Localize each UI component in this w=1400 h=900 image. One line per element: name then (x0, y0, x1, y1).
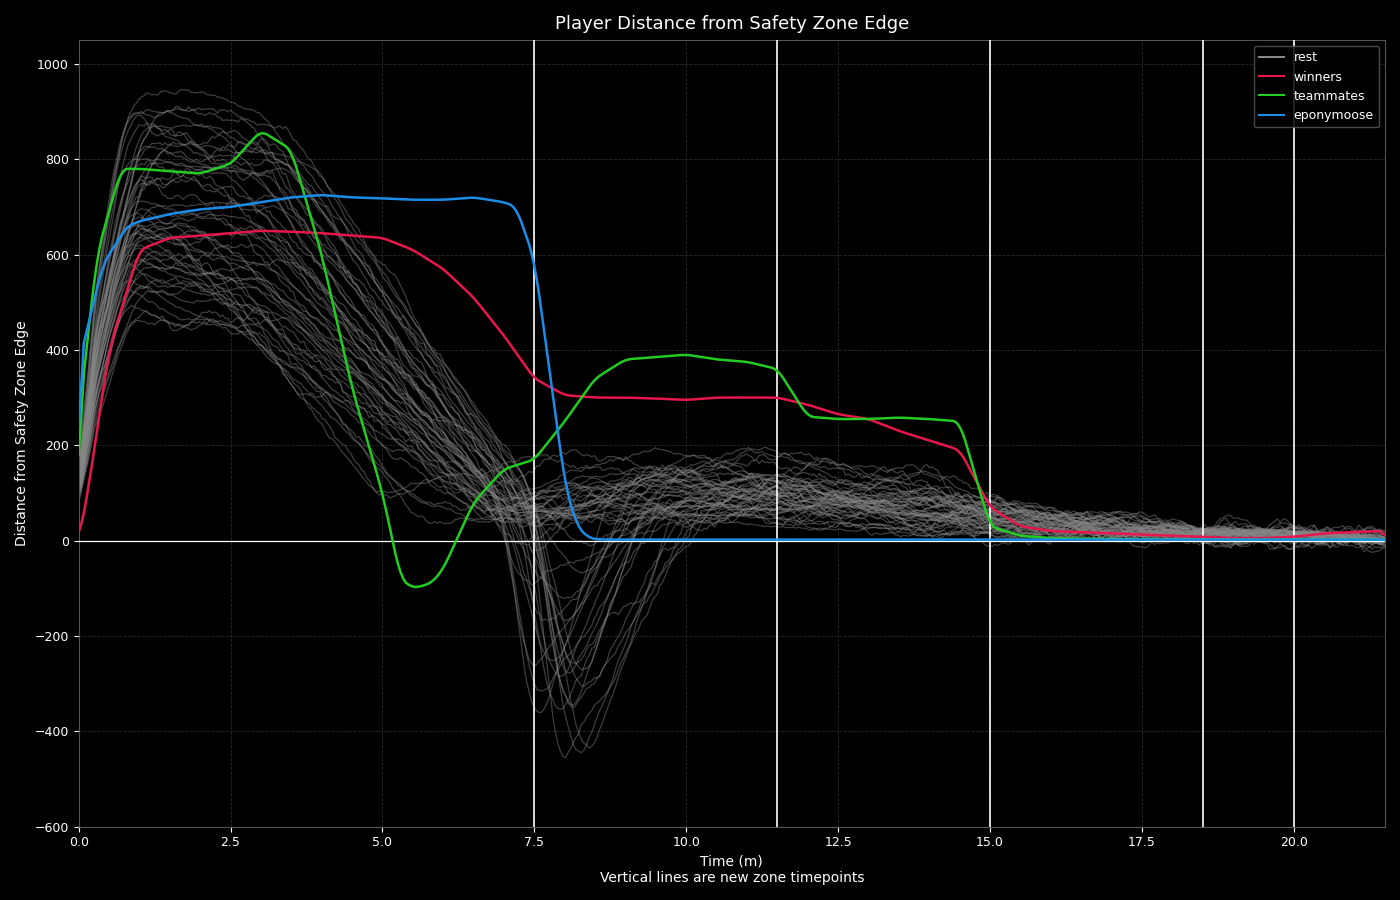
Title: Player Distance from Safety Zone Edge: Player Distance from Safety Zone Edge (554, 15, 909, 33)
X-axis label: Time (m)
Vertical lines are new zone timepoints: Time (m) Vertical lines are new zone tim… (599, 855, 864, 885)
Y-axis label: Distance from Safety Zone Edge: Distance from Safety Zone Edge (15, 320, 29, 546)
Legend: rest, winners, teammates, eponymoose: rest, winners, teammates, eponymoose (1253, 47, 1379, 127)
